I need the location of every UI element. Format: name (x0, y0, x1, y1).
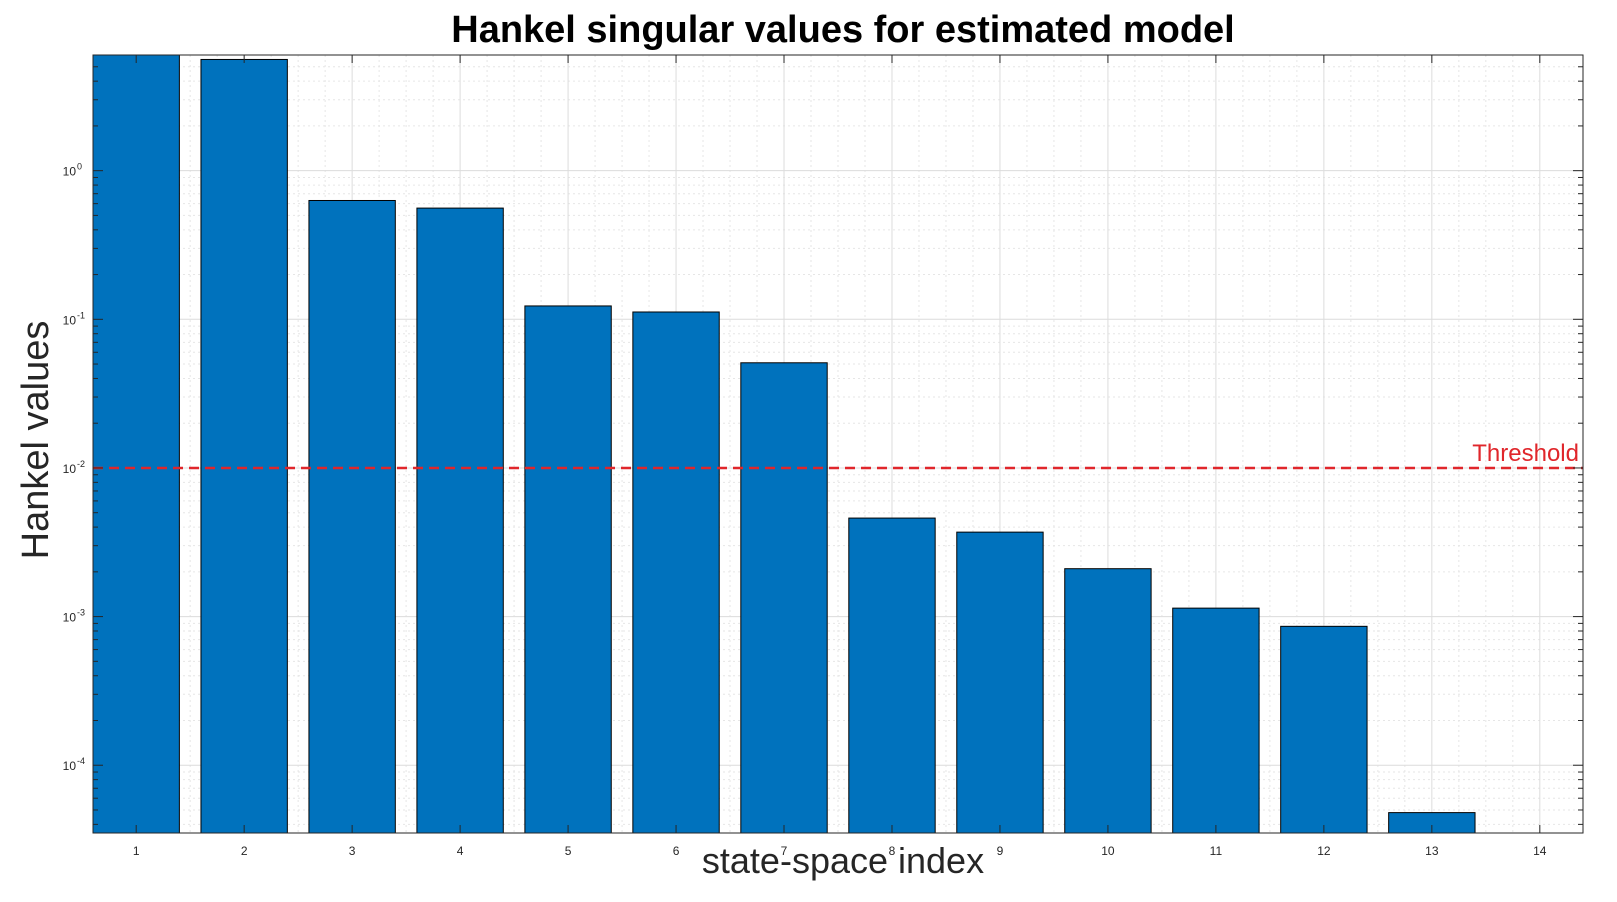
bar-10 (1064, 568, 1152, 834)
threshold-label: Threshold (1472, 440, 1579, 467)
x-tick-label-9: 9 (997, 844, 1004, 858)
x-tick-label-6: 6 (673, 844, 680, 858)
y-tick-label: 10 -2 (63, 459, 85, 476)
bar-11 (1172, 607, 1260, 834)
y-tick-label: 10 -3 (63, 608, 85, 625)
y-tick-label-exponent: 0 (77, 162, 82, 172)
y-tick-label-exponent: -1 (77, 310, 85, 320)
x-tick-label-5: 5 (565, 844, 572, 858)
bars-layer (92, 54, 1476, 834)
bar-12 (1280, 625, 1368, 834)
chart-title: Hankel singular values for estimated mod… (451, 9, 1234, 51)
x-tick-label-13: 13 (1425, 844, 1439, 858)
axes-box (92, 54, 1584, 834)
bar-5 (524, 305, 612, 834)
x-tick-label-1: 1 (133, 844, 140, 858)
bar-8 (848, 517, 936, 834)
x-tick-label-14: 14 (1533, 844, 1547, 858)
x-tick-label-7: 7 (781, 844, 788, 858)
y-tick-label-base: 10 (63, 611, 77, 625)
x-axis-label: state-space index (702, 840, 984, 881)
x-tick-label-11: 11 (1210, 844, 1223, 858)
x-tick-label-4: 4 (457, 844, 464, 858)
x-tick-label-2: 2 (241, 844, 248, 858)
bar-9 (956, 531, 1044, 834)
y-tick-label-base: 10 (63, 462, 77, 476)
bar-3 (308, 199, 396, 834)
threshold-layer: Threshold (93, 440, 1583, 470)
y-tick-label-exponent: -4 (77, 756, 85, 766)
y-tick-label-exponent: -2 (77, 459, 85, 469)
y-tick-label-base: 10 (63, 165, 77, 179)
y-tick-label: 10 -1 (63, 310, 85, 327)
bar-1 (92, 54, 180, 834)
y-tick-label-exponent: -3 (77, 608, 85, 618)
y-tick-label: 10 0 (63, 162, 82, 179)
x-tick-label-12: 12 (1317, 844, 1331, 858)
x-tick-label-3: 3 (349, 844, 356, 858)
bar-6 (632, 311, 720, 834)
x-tick-label-8: 8 (889, 844, 896, 858)
y-tick-label-base: 10 (63, 313, 77, 327)
y-axis-label: Hankel values (15, 321, 57, 560)
y-tick-label: 10 -4 (63, 756, 85, 773)
y-tick-label-base: 10 (63, 759, 77, 773)
bar-4 (416, 207, 504, 834)
bar-7 (740, 362, 828, 834)
x-tick-label-10: 10 (1101, 844, 1115, 858)
bar-2 (200, 58, 288, 834)
